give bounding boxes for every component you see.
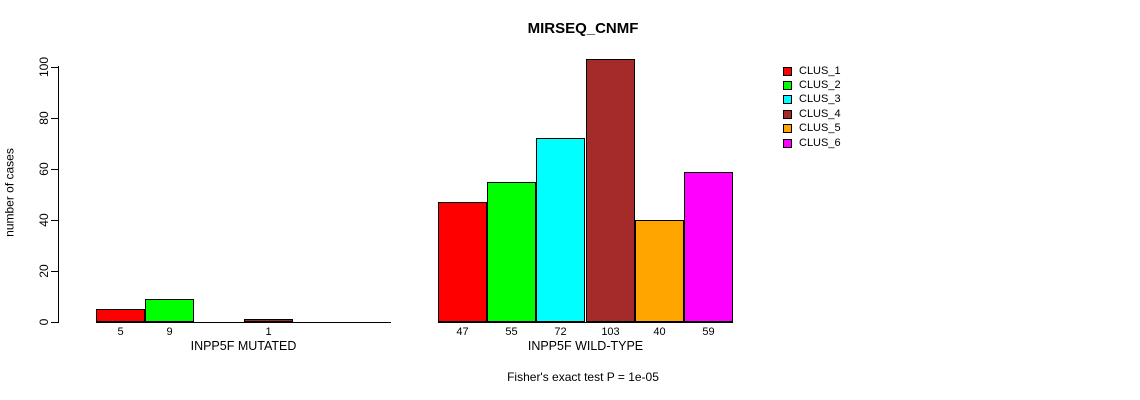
bar-value-label: 59 [702,326,715,338]
bar-clus_2 [487,182,536,322]
footnote: Fisher's exact test P = 1e-05 [507,370,659,384]
x-axis-baseline [438,322,733,323]
bar-clus_6 [684,172,733,322]
legend-label: CLUS_4 [799,108,841,120]
group-label: INPP5F MUTATED [190,339,297,353]
legend-swatch-clus_4 [783,110,792,119]
chart-title: MIRSEQ_CNMF [527,20,639,37]
bar-clus_4 [586,59,635,322]
bar-value-label: 5 [117,326,124,338]
legend-label: CLUS_2 [799,79,841,91]
legend-swatch-clus_1 [783,67,792,76]
legend-swatch-clus_3 [783,95,792,104]
bar-clus_1 [96,309,145,322]
bar-value-label: 72 [554,326,567,338]
bar-clus_5 [635,220,684,322]
legend-label: CLUS_5 [799,122,841,134]
bar-value-label: 1 [265,326,272,338]
legend-swatch-clus_2 [783,81,792,90]
y-tick [51,270,58,272]
y-tick-label: 80 [37,111,51,125]
y-tick [51,321,58,323]
y-tick-label: 40 [37,213,51,227]
bar-value-label: 40 [653,326,666,338]
legend-swatch-clus_5 [783,124,792,133]
x-axis-baseline [96,322,391,323]
bar-clus_2 [145,299,194,322]
y-tick [51,117,58,119]
bar-value-label: 47 [456,326,469,338]
y-tick [51,66,58,68]
group-label: INPP5F WILD-TYPE [527,339,644,353]
y-tick-label: 0 [37,318,51,326]
legend-label: CLUS_1 [799,65,841,77]
y-tick [51,219,58,221]
y-tick-label: 20 [37,264,51,278]
legend-label: CLUS_3 [799,93,841,105]
y-tick-label: 60 [37,162,51,176]
y-tick [51,168,58,170]
bar-clus_4 [244,319,293,322]
bar-clus_1 [438,202,487,322]
y-tick-label: 100 [37,56,51,78]
legend-label: CLUS_6 [799,137,841,149]
y-axis-title: number of cases [2,148,17,237]
bar-value-label: 103 [601,326,620,338]
legend-swatch-clus_6 [783,139,792,148]
bar-clus_3 [536,138,585,322]
bar-value-label: 9 [166,326,173,338]
y-axis-line [58,66,59,323]
bar-value-label: 55 [505,326,518,338]
